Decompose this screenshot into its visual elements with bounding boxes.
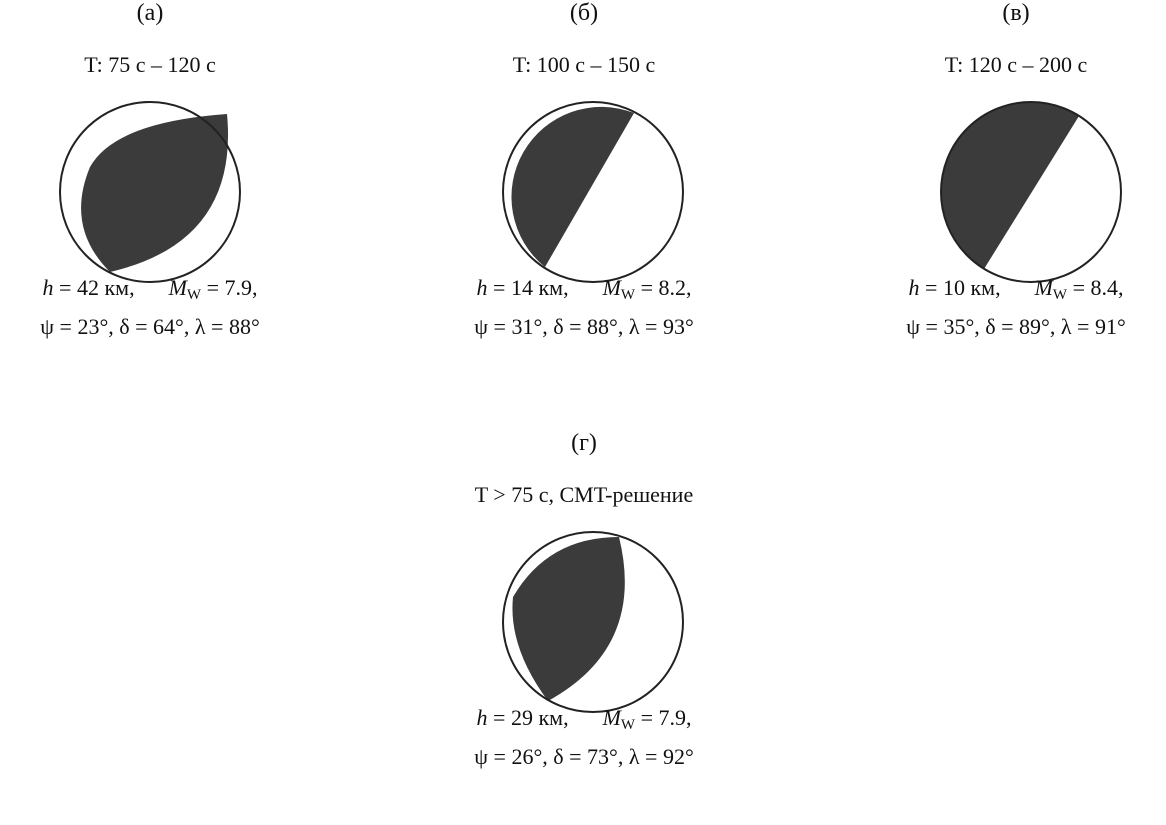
focal-sphere-outline bbox=[940, 101, 1122, 283]
delta-symbol: δ bbox=[553, 314, 564, 339]
focal-mechanism-beachball bbox=[940, 101, 1122, 283]
rake-value: 88 bbox=[228, 314, 251, 339]
mw-subscript: W bbox=[186, 287, 202, 303]
focal-sphere-outline bbox=[59, 101, 241, 283]
mw-symbol: M bbox=[1034, 275, 1053, 300]
mw-symbol: M bbox=[602, 275, 621, 300]
rake-value: 92 bbox=[662, 744, 685, 769]
dip-value: 89 bbox=[1019, 314, 1042, 339]
strike-value: 31 bbox=[511, 314, 534, 339]
dip-value: 88 bbox=[587, 314, 610, 339]
h-symbol: h bbox=[908, 275, 920, 300]
magnitude-value: 7.9 bbox=[224, 275, 252, 300]
depth-value: 42 bbox=[76, 275, 99, 300]
source-parameters: h = 10 км, MW = 8.4, ψ = 35°, δ = 89°, λ … bbox=[906, 275, 1126, 339]
panel-letter: (б) bbox=[569, 0, 599, 26]
psi-symbol: ψ bbox=[40, 314, 55, 339]
focal-mechanism-beachball bbox=[59, 101, 241, 283]
delta-symbol: δ bbox=[553, 744, 564, 769]
magnitude-value: 8.2 bbox=[658, 275, 686, 300]
compression-quadrant bbox=[81, 114, 229, 272]
mw-subscript: W bbox=[1052, 287, 1068, 303]
magnitude-value: 7.9 bbox=[658, 705, 686, 730]
source-parameters: h = 29 км, MW = 7.9, ψ = 26°, δ = 73°, λ … bbox=[474, 705, 694, 769]
panel-letter: (г) bbox=[571, 430, 597, 456]
mw-symbol: M bbox=[168, 275, 187, 300]
focal-mechanism-beachball bbox=[502, 101, 684, 283]
period-label: T: 120 с – 200 с bbox=[944, 52, 1088, 77]
strike-value: 23 bbox=[77, 314, 100, 339]
dip-value: 64 bbox=[153, 314, 176, 339]
strike-value: 26 bbox=[511, 744, 534, 769]
panel-letter: (в) bbox=[1002, 0, 1030, 26]
compression-quadrant bbox=[511, 106, 634, 267]
h-symbol: h bbox=[476, 275, 488, 300]
strike-value: 35 bbox=[943, 314, 966, 339]
depth-unit: км bbox=[538, 705, 564, 730]
mw-symbol: M bbox=[602, 705, 621, 730]
period-label: T: 75 с – 120 с bbox=[84, 52, 216, 77]
depth-unit: км bbox=[104, 275, 130, 300]
source-parameters: h = 14 км, MW = 8.2, ψ = 31°, δ = 88°, λ … bbox=[474, 275, 694, 339]
focal-sphere-outline bbox=[502, 101, 684, 283]
source-parameters: h = 42 км, MW = 7.9, ψ = 23°, δ = 64°, λ … bbox=[40, 275, 260, 339]
magnitude-value: 8.4 bbox=[1090, 275, 1118, 300]
depth-value: 29 bbox=[510, 705, 533, 730]
period-label: T > 75 с, CMT-решение bbox=[474, 482, 694, 507]
focal-sphere-outline bbox=[502, 531, 684, 713]
rake-value: 91 bbox=[1094, 314, 1117, 339]
period-label: T: 100 с – 150 с bbox=[512, 52, 656, 77]
rake-value: 93 bbox=[662, 314, 685, 339]
dip-value: 73 bbox=[587, 744, 610, 769]
delta-symbol: δ bbox=[119, 314, 130, 339]
psi-symbol: ψ bbox=[474, 744, 489, 769]
depth-value: 10 bbox=[942, 275, 965, 300]
mw-subscript: W bbox=[620, 717, 636, 733]
compression-quadrant bbox=[941, 102, 1079, 269]
lambda-symbol: λ bbox=[628, 314, 640, 339]
lambda-symbol: λ bbox=[1060, 314, 1072, 339]
lambda-symbol: λ bbox=[628, 744, 640, 769]
psi-symbol: ψ bbox=[474, 314, 489, 339]
depth-unit: км bbox=[970, 275, 996, 300]
h-symbol: h bbox=[42, 275, 54, 300]
focal-mechanism-beachball bbox=[502, 531, 684, 713]
h-symbol: h bbox=[476, 705, 488, 730]
depth-unit: км bbox=[538, 275, 564, 300]
mw-subscript: W bbox=[620, 287, 636, 303]
depth-value: 14 bbox=[510, 275, 533, 300]
delta-symbol: δ bbox=[985, 314, 996, 339]
psi-symbol: ψ bbox=[906, 314, 921, 339]
lambda-symbol: λ bbox=[194, 314, 206, 339]
compression-quadrant bbox=[512, 537, 625, 701]
panel-letter: (а) bbox=[136, 0, 164, 26]
